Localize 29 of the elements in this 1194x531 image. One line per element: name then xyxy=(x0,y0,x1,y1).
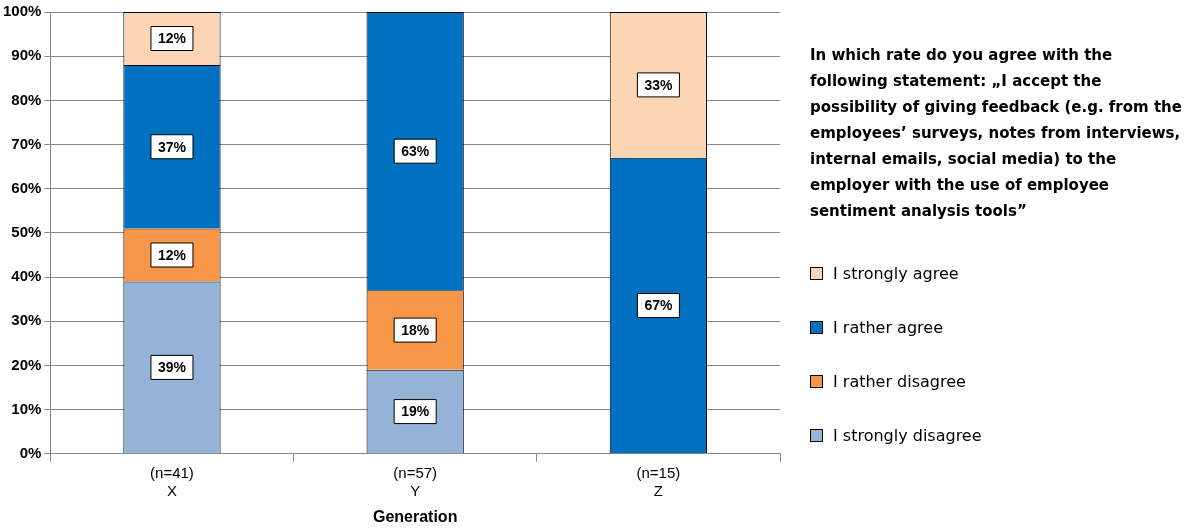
data-label: 39% xyxy=(157,359,187,376)
x-tick-label: (n=57) Y xyxy=(393,463,438,499)
y-tick-label: 40% xyxy=(11,267,42,285)
legend-title: In which rate do you agree with the following statement: „I accept the possibility of giving feedback (e.g. from the employees’ surveys, notes from interviews, internal emails, social media) to the employer with the use of employee sentiment analysis tools” xyxy=(810,45,1183,222)
x-tick-label: (n=41) X xyxy=(150,463,194,499)
data-label: 37% xyxy=(157,138,187,155)
data-label: 18% xyxy=(401,321,430,338)
legend-label: I strongly disagree xyxy=(833,425,982,445)
data-label: 63% xyxy=(401,143,430,160)
data-label: 33% xyxy=(644,76,673,93)
data-label: 19% xyxy=(401,403,430,420)
data-label: 12% xyxy=(157,246,187,263)
y-tick-label: 10% xyxy=(11,399,42,417)
data-label: 12% xyxy=(157,30,187,47)
x-axis-title: Generation xyxy=(372,507,458,525)
y-tick-label: 100% xyxy=(2,2,42,20)
y-tick-label: 20% xyxy=(11,355,42,373)
y-tick-label: 50% xyxy=(11,223,42,241)
data-label: 67% xyxy=(644,297,673,314)
x-tick-label: (n=15) Z xyxy=(636,463,681,499)
y-tick-label: 90% xyxy=(11,46,42,64)
y-tick-label: 0% xyxy=(19,443,42,461)
y-tick-label: 80% xyxy=(11,90,42,108)
legend-label: I rather disagree xyxy=(833,371,966,391)
y-tick-label: 30% xyxy=(11,311,42,329)
y-tick-label: 70% xyxy=(11,134,42,152)
legend-label: I rather agree xyxy=(833,317,943,337)
y-tick-label: 60% xyxy=(11,178,42,196)
legend-label: I strongly agree xyxy=(833,263,959,283)
